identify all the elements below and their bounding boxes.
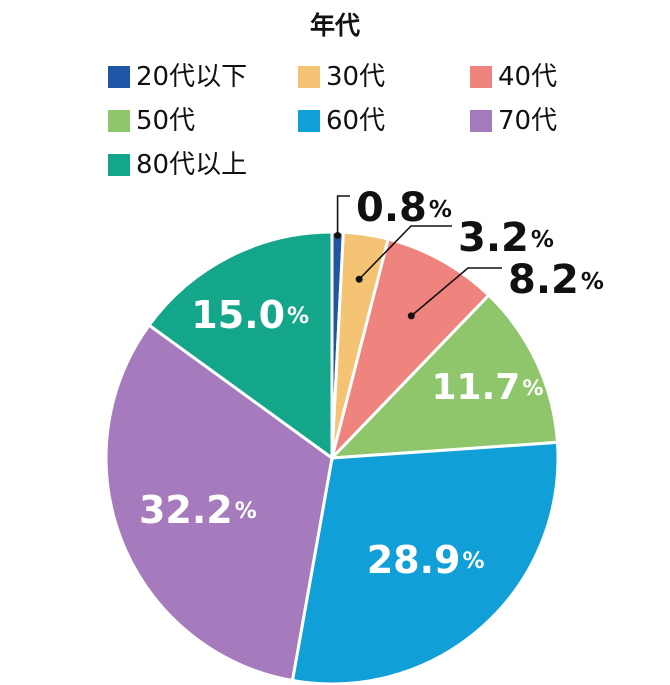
leader-line-0 <box>336 195 350 236</box>
data-label-3: 11.7% <box>432 367 544 408</box>
data-label-percent-6: % <box>287 304 309 329</box>
legend-swatch-4 <box>298 110 320 132</box>
data-label-value-4: 28.9 <box>367 538 461 582</box>
legend-swatch-3 <box>108 110 130 132</box>
data-label-5: 32.2% <box>139 488 257 532</box>
data-label-6: 15.0% <box>191 293 309 337</box>
data-label-percent-1: % <box>531 227 554 253</box>
legend-label-6: 80代以上 <box>136 150 248 180</box>
legend-swatch-5 <box>470 110 492 132</box>
pie-slice-3 <box>328 293 560 460</box>
pie-slice-2 <box>329 237 491 464</box>
legend-label-5: 70代 <box>498 106 558 136</box>
pie-slice-6 <box>147 230 334 461</box>
data-label-percent-4: % <box>463 549 485 574</box>
data-label-percent-2: % <box>581 269 604 295</box>
data-label-percent-3: % <box>522 376 543 400</box>
legend-swatch-6 <box>108 154 130 176</box>
data-label-value-6: 15.0 <box>191 293 285 337</box>
data-label-value-3: 11.7 <box>432 367 521 408</box>
legend-swatch-0 <box>108 66 130 88</box>
pie-slice-5 <box>104 323 334 683</box>
chart-title: 年代 <box>309 11 360 40</box>
data-label-4: 28.9% <box>367 538 485 582</box>
legend-item-6: 80代以上 <box>108 150 247 180</box>
legend-label-4: 60代 <box>326 106 386 136</box>
legend-swatch-2 <box>470 66 492 88</box>
data-label-1: 3.2% <box>458 215 554 261</box>
data-label-value-5: 32.2 <box>139 488 233 532</box>
leader-line-2 <box>410 267 502 317</box>
data-label-percent-5: % <box>235 499 257 524</box>
legend-label-1: 30代 <box>326 62 386 92</box>
legend: 20代以下 30代 40代 50代 60代 70代 80代以上 <box>108 62 588 182</box>
leader-line-1 <box>358 225 452 280</box>
legend-label-2: 40代 <box>498 62 558 92</box>
pie-slice-4 <box>290 440 560 685</box>
data-label-value-2: 8.2 <box>508 257 579 303</box>
legend-item-4: 60代 <box>298 106 385 136</box>
data-label-value-0: 0.8 <box>356 185 427 231</box>
legend-swatch-1 <box>298 66 320 88</box>
data-label-percent-0: % <box>429 197 452 223</box>
data-label-2: 8.2% <box>508 257 604 303</box>
legend-label-0: 20代以下 <box>136 62 248 92</box>
data-label-value-1: 3.2 <box>458 215 529 261</box>
legend-item-3: 50代 <box>108 106 195 136</box>
legend-item-1: 30代 <box>298 62 385 92</box>
data-label-0: 0.8% <box>356 185 452 231</box>
legend-item-5: 70代 <box>470 106 557 136</box>
legend-item-0: 20代以下 <box>108 62 247 92</box>
legend-label-3: 50代 <box>136 106 196 136</box>
legend-item-2: 40代 <box>470 62 557 92</box>
